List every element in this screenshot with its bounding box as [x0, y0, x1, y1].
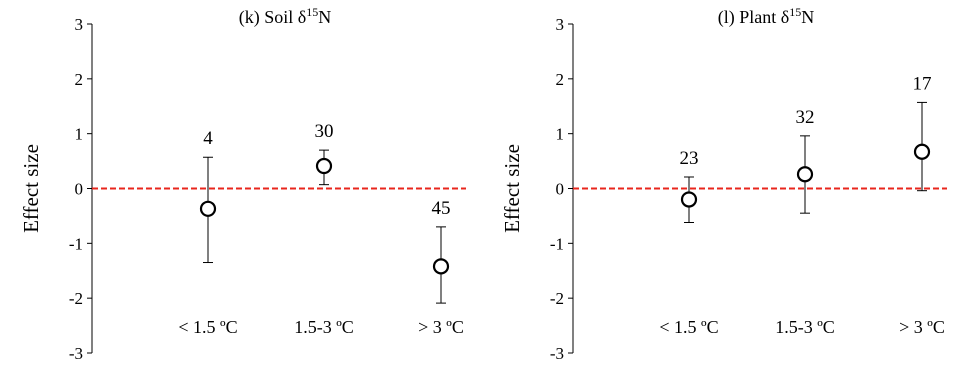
- category-label: > 3 ºC: [418, 317, 464, 337]
- data-point: [315, 157, 333, 175]
- category-label: > 3 ºC: [899, 317, 945, 337]
- category-label: < 1.5 ºC: [178, 317, 237, 337]
- y-tick-label: 0: [556, 180, 565, 199]
- y-tick-label: 2: [75, 70, 84, 89]
- chart-title-sup: 15: [306, 5, 318, 19]
- data-point: [432, 258, 450, 275]
- sample-size-label: 4: [203, 128, 213, 149]
- category-label: 1.5-3 ºC: [775, 317, 835, 337]
- sample-size-label: 17: [913, 73, 932, 94]
- soil-d15n-chart: (k) Soil δ15N Effect size 3 2 1 0 -1 -2 -3 < 1.5 …: [19, 5, 466, 363]
- y-tick-label: -1: [550, 234, 564, 253]
- y-axis-label: Effect size: [19, 144, 43, 233]
- category-label: 1.5-3 ºC: [294, 317, 354, 337]
- y-tick-label: 3: [75, 15, 84, 34]
- chart-title-sup: 15: [789, 5, 801, 19]
- chart-panel-plant: (l) Plant δ15N Effect size 3 2 1 0 -1 -2 -3 < 1.5…: [481, 0, 962, 365]
- y-tick-label: -3: [550, 344, 564, 363]
- y-tick-label: 1: [556, 125, 565, 144]
- y-tick-label: -2: [550, 289, 564, 308]
- data-point: [680, 191, 698, 208]
- sample-size-label: 45: [432, 198, 451, 219]
- y-tick-label: 1: [75, 125, 84, 144]
- chart-panel-soil: (k) Soil δ15N Effect size 3 2 1 0 -1 -2 -3 < 1.5 …: [19, 5, 466, 363]
- y-tick-label: -2: [69, 289, 83, 308]
- sample-size-label: 30: [315, 121, 334, 142]
- chart-title: (k) Soil δ15N: [239, 5, 331, 28]
- y-axis-label: Effect size: [500, 144, 524, 233]
- data-point: [913, 143, 931, 160]
- y-tick-label: 3: [556, 15, 565, 34]
- y-tick-label: 2: [556, 70, 565, 89]
- sample-size-label: 23: [680, 148, 699, 169]
- y-tick-label: 0: [75, 180, 84, 199]
- y-tick-label: -1: [69, 234, 83, 253]
- chart-title-prefix: (l) Plant δ: [718, 7, 789, 28]
- chart-title-prefix: (k) Soil δ: [239, 7, 306, 28]
- chart-title-suffix: N: [318, 7, 331, 27]
- data-point: [796, 166, 814, 183]
- data-point: [199, 200, 217, 217]
- chart-title: (l) Plant δ15N: [718, 5, 814, 28]
- y-tick-label: -3: [69, 344, 83, 363]
- chart-title-suffix: N: [801, 7, 814, 27]
- category-label: < 1.5 ºC: [659, 317, 718, 337]
- sample-size-label: 32: [796, 107, 815, 128]
